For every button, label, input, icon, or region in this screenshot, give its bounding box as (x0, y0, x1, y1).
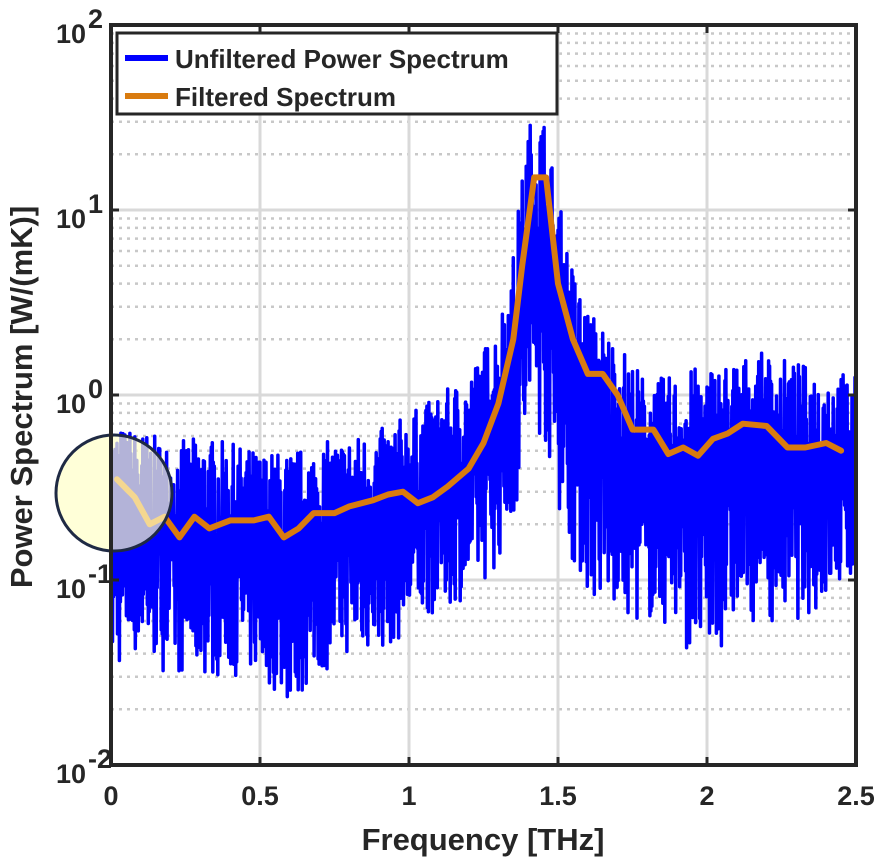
legend-label-unfiltered: Unfiltered Power Spectrum (175, 44, 509, 74)
x-axis-label: Frequency [THz] (362, 822, 605, 857)
legend-label-filtered: Filtered Spectrum (175, 82, 396, 112)
y-tick-exponent: 2 (88, 4, 103, 34)
y-tick-exponent: -2 (88, 744, 112, 774)
series-layer (111, 123, 856, 699)
y-tick-label: 10 (56, 19, 86, 49)
y-axis-label: Power Spectrum [W/(mK)] (4, 206, 39, 588)
y-tick-label: 10 (56, 204, 86, 234)
x-tick-label: 2 (699, 781, 714, 811)
y-tick-label: 10 (56, 759, 86, 789)
x-tick-label: 2.5 (837, 781, 875, 811)
y-tick-label: 10 (56, 389, 86, 419)
x-tick-label: 0.5 (241, 781, 279, 811)
y-tick-exponent: -1 (88, 559, 112, 589)
legend-box (115, 31, 559, 116)
y-tick-exponent: 1 (88, 189, 103, 219)
legend: Unfiltered Power Spectrum Filtered Spect… (115, 31, 559, 116)
y-tick-label: 10 (56, 574, 86, 604)
x-tick-label: 1 (401, 781, 416, 811)
filtered-spectrum-line (114, 174, 845, 541)
y-tick-exponent: 0 (88, 374, 103, 404)
x-tick-label: 0 (103, 781, 118, 811)
x-tick-label: 1.5 (539, 781, 577, 811)
highlight-circle (54, 433, 174, 553)
